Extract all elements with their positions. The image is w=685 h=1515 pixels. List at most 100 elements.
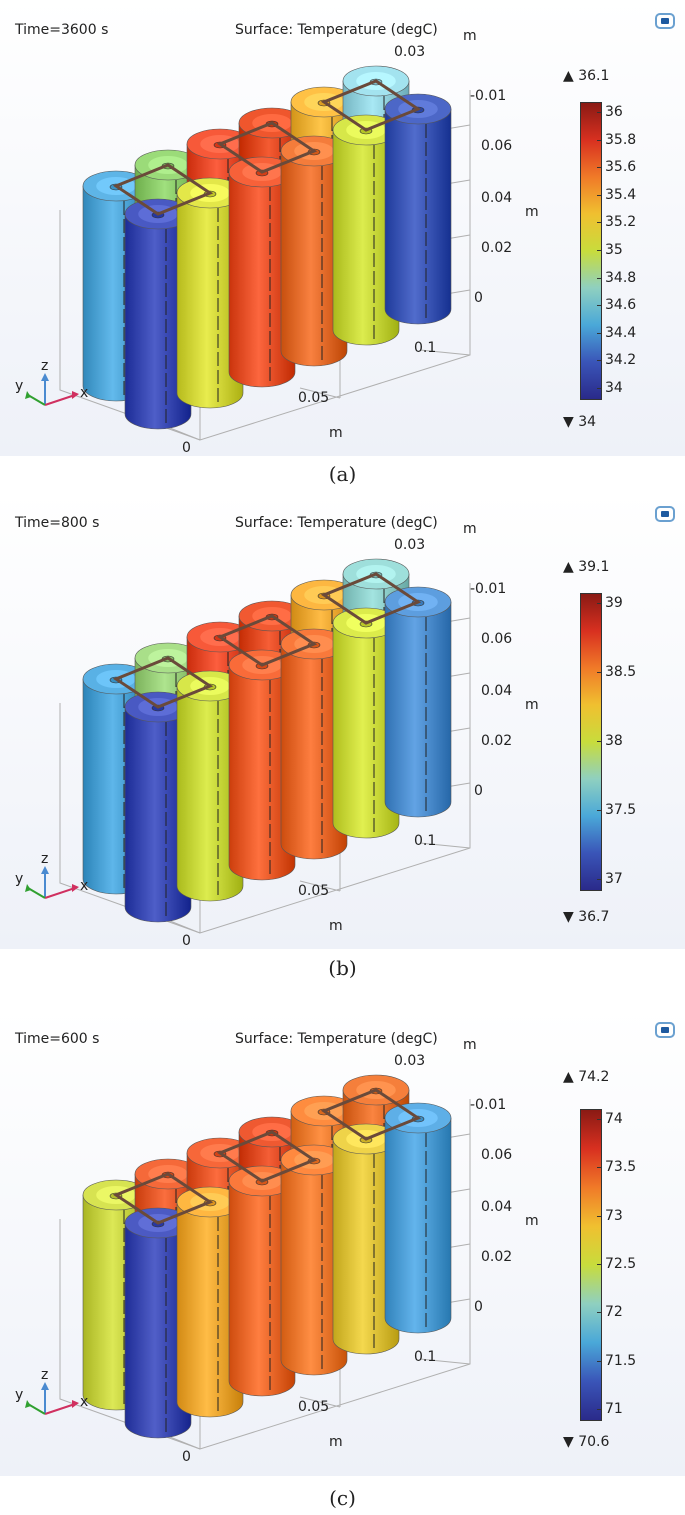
colorbar-tick-label: 37 — [597, 871, 623, 887]
battery-pack-render — [25, 65, 471, 441]
max-marker-icon: ▲ — [563, 68, 579, 84]
colorbar-tick-label: 72 — [597, 1304, 623, 1321]
coordinate-triad — [25, 1382, 79, 1415]
axis-tick-label: 0.1 — [414, 1349, 437, 1365]
axis-tick-label: 0.04 — [481, 683, 513, 699]
axis-tick-label: 0.1 — [414, 340, 437, 356]
surface-title: Surface: Temperature (degC) — [235, 515, 438, 531]
battery-pack-render — [25, 1074, 471, 1450]
axis-tick-label: 0.05 — [298, 883, 330, 899]
colorbar-tick-label: 38.5 — [596, 664, 637, 680]
colorbar — [580, 1109, 602, 1421]
busbar-connectors — [112, 572, 422, 709]
triad-x-label: x — [80, 878, 89, 894]
axis-tick-label: 0 — [474, 1299, 483, 1315]
colorbar-tick-label: 34.8 — [596, 269, 637, 286]
colorbar-tick-label: 34.2 — [596, 352, 637, 369]
axis-unit-label: m — [463, 1037, 477, 1053]
axis-tick-label: 0 — [182, 933, 191, 949]
colorbar-tick-label: 74 — [597, 1111, 623, 1127]
axis-unit-label: m — [329, 425, 343, 441]
surface-title: Surface: Temperature (degC) — [235, 22, 438, 38]
axis-tick-label: 0 — [182, 1449, 191, 1465]
axis-tick-label: 0.04 — [481, 1199, 513, 1215]
colorbar-tick-label: 39 — [597, 595, 623, 611]
colorbar — [580, 593, 602, 891]
colorbar — [580, 102, 602, 400]
triad-z-label: z — [41, 851, 49, 867]
axis-tick-label: 0 — [182, 440, 191, 456]
axis-unit-label: m — [525, 697, 539, 713]
axis-tick-label: 0.05 — [298, 1399, 330, 1415]
time-label: Time=800 s — [15, 515, 100, 531]
triad-x-label: x — [80, 1394, 89, 1410]
viewer-logo-icon — [655, 1021, 675, 1039]
axis-tick-label: 0.06 — [481, 631, 513, 647]
colorbar-tick-label: 36 — [597, 104, 623, 120]
colorbar-tick-label: 35.4 — [596, 186, 637, 203]
triad-y-label: y — [15, 871, 24, 887]
colorbar-tick-label: 35.6 — [596, 159, 637, 176]
axis-tick-label: 0.04 — [481, 190, 513, 206]
axis-tick-label: 0.03 — [394, 44, 426, 60]
colorbar-tick-label: 72.5 — [596, 1256, 637, 1272]
colorbar-min-value: 70.6 — [578, 1434, 610, 1450]
axis-unit-label: m — [329, 1434, 343, 1450]
busbar-connectors — [112, 1088, 422, 1225]
colorbar-tick-label: 35.2 — [596, 214, 637, 231]
battery-cell — [176, 177, 244, 409]
axis-tick-label: 0.03 — [394, 1053, 426, 1069]
time-label: Time=600 s — [15, 1031, 100, 1047]
busbar-connectors — [112, 79, 422, 216]
axis-unit-label: m — [525, 1213, 539, 1229]
axis-unit-label: m — [525, 204, 539, 220]
colorbar-tick-label: 73.5 — [596, 1159, 637, 1176]
caption-a: (a) — [328, 462, 357, 486]
colorbar-min: ▼ 34 — [563, 414, 596, 430]
colorbar-min-value: 36.7 — [578, 909, 610, 925]
axis-tick-label: 0.02 — [481, 733, 513, 749]
colorbar-min-value: 34 — [578, 414, 597, 430]
colorbar-max-value: 36.1 — [578, 68, 610, 84]
battery-cell — [384, 93, 452, 325]
axis-tick-label: 0.02 — [481, 240, 513, 256]
colorbar-tick-label: 34 — [597, 380, 623, 396]
triad-z-label: z — [41, 358, 49, 374]
axis-tick-label: 0.05 — [298, 390, 330, 406]
min-marker-icon: ▼ — [563, 1434, 579, 1450]
battery-cell — [176, 1186, 244, 1418]
battery-cell — [384, 586, 452, 818]
time-label: Time=3600 s — [15, 22, 109, 38]
surface-title: Surface: Temperature (degC) — [235, 1031, 438, 1047]
axis-tick-label: 0.06 — [481, 138, 513, 154]
max-marker-icon: ▲ — [563, 559, 579, 575]
axis-tick-label: -0.01 — [470, 1097, 507, 1113]
colorbar-tick-label: 35 — [597, 242, 623, 258]
axis-tick-label: 0 — [474, 290, 483, 306]
colorbar-tick-label: 73 — [597, 1207, 623, 1224]
axis-tick-label: 0.02 — [481, 1249, 513, 1265]
colorbar-tick-label: 35.8 — [596, 131, 637, 148]
axis-unit-label: m — [463, 521, 477, 537]
axis-tick-label: 0 — [474, 783, 483, 799]
colorbar-max: ▲ 36.1 — [563, 68, 609, 84]
axis-unit-label: m — [329, 918, 343, 934]
colorbar-max: ▲ 39.1 — [563, 559, 609, 575]
viewer-logo-icon — [655, 505, 675, 523]
caption-c: (c) — [329, 1486, 356, 1510]
axis-tick-label: 0.06 — [481, 1147, 513, 1163]
triad-y-label: y — [15, 378, 24, 394]
colorbar-tick-label: 34.6 — [596, 297, 637, 314]
colorbar-tick-label: 71.5 — [596, 1352, 637, 1369]
caption-b: (b) — [328, 956, 357, 980]
viewer-logo-icon — [655, 12, 675, 30]
axis-unit-label: m — [463, 28, 477, 44]
plot-panel-c: m 0.03 -0.01 0.06 0.04 m 0.02 0 0.1 0.05 m 0 Time=60… — [0, 1009, 685, 1476]
colorbar-tick-label: 37.5 — [596, 802, 637, 818]
axis-tick-label: -0.01 — [470, 88, 507, 104]
colorbar-tick-label: 38 — [597, 733, 623, 749]
colorbar-tick-label: 71 — [597, 1401, 623, 1417]
battery-cell — [384, 1102, 452, 1334]
plot-panel-b: m 0.03 -0.01 0.06 0.04 m 0.02 0 0.1 0.05 m 0 Time=80… — [0, 493, 685, 949]
colorbar-max-value: 39.1 — [578, 559, 610, 575]
